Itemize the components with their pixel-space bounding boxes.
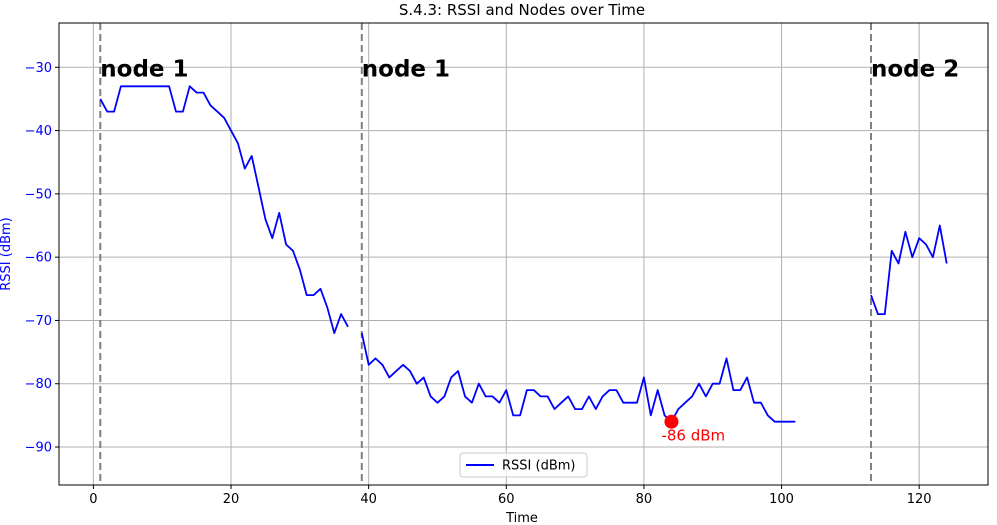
y-tick-label: −30: [25, 61, 52, 76]
rssi-series-line: [870, 224, 948, 316]
x-tick-label: 40: [360, 492, 377, 507]
legend: RSSI (dBm): [459, 452, 588, 478]
node-label: node 2: [871, 56, 959, 82]
annotation-layer: -86 dBm: [661, 414, 725, 445]
y-tick-label: −80: [25, 377, 52, 392]
y-tick-label: −70: [25, 314, 52, 329]
legend-label-rssi: RSSI (dBm): [502, 459, 575, 474]
y-axis-label: RSSI (dBm): [0, 217, 14, 290]
x-tick-label: 80: [636, 492, 653, 507]
x-axis-label: Time: [505, 511, 538, 525]
series-layer: [99, 85, 948, 423]
y-tick-label: −40: [25, 124, 52, 139]
rssi-series-line: [99, 85, 349, 335]
legend-box: [459, 452, 588, 478]
min-rssi-label: -86 dBm: [661, 427, 725, 445]
y-tick-label: −50: [25, 187, 52, 202]
node-label: node 1: [362, 56, 450, 82]
node-label: node 1: [100, 56, 188, 82]
x-tick-label: 100: [769, 492, 794, 507]
min-rssi-point: [664, 414, 679, 429]
x-tick-label: 120: [907, 492, 932, 507]
y-tick-label: −90: [25, 441, 52, 456]
x-tick-label: 0: [89, 492, 97, 507]
x-tick-label: 60: [498, 492, 515, 507]
x-tick-label: 20: [223, 492, 240, 507]
chart-title: S.4.3: RSSI and Nodes over Time: [399, 1, 645, 19]
y-tick-label: −60: [25, 251, 52, 266]
x-axis-ticks: 0 20 40 60 80 100 120: [89, 485, 932, 507]
grid-layer: [59, 23, 988, 485]
y-axis-ticks: −90 −80 −70 −60 −50 −40 −30: [25, 61, 59, 456]
plot-frame: [58, 22, 989, 486]
node-markers: node 1 node 1 node 2: [99, 23, 959, 485]
rssi-series-line: [360, 332, 796, 423]
